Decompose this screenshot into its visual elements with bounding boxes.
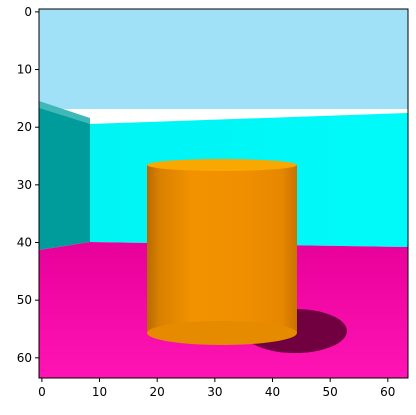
x-tick-label: 20 [150, 385, 165, 399]
x-tick-label: 0 [38, 385, 46, 399]
y-tick-label: 20 [17, 120, 32, 134]
x-tick-label: 30 [207, 385, 222, 399]
y-axis: 0 10 20 30 40 50 60 [17, 5, 39, 365]
y-tick-label: 60 [17, 351, 32, 365]
y-tick-label: 30 [17, 178, 32, 192]
left-wall-top-edge [39, 101, 90, 124]
left-wall [39, 101, 90, 250]
cylinder-top [147, 159, 297, 171]
x-tick-label: 60 [380, 385, 395, 399]
y-tick-label: 10 [17, 63, 32, 77]
y-tick-label: 0 [24, 5, 32, 19]
scene-image [39, 9, 408, 378]
x-tick-label: 10 [92, 385, 107, 399]
y-tick-label: 40 [17, 236, 32, 250]
sky-region [39, 9, 408, 109]
cylinder-body [147, 165, 297, 333]
cylinder-bottom [147, 321, 297, 345]
x-tick-label: 50 [323, 385, 338, 399]
x-axis: 0 10 20 30 40 50 60 [38, 378, 395, 399]
y-tick-label: 50 [17, 293, 32, 307]
x-tick-label: 40 [265, 385, 280, 399]
axes-frame [38, 8, 409, 379]
